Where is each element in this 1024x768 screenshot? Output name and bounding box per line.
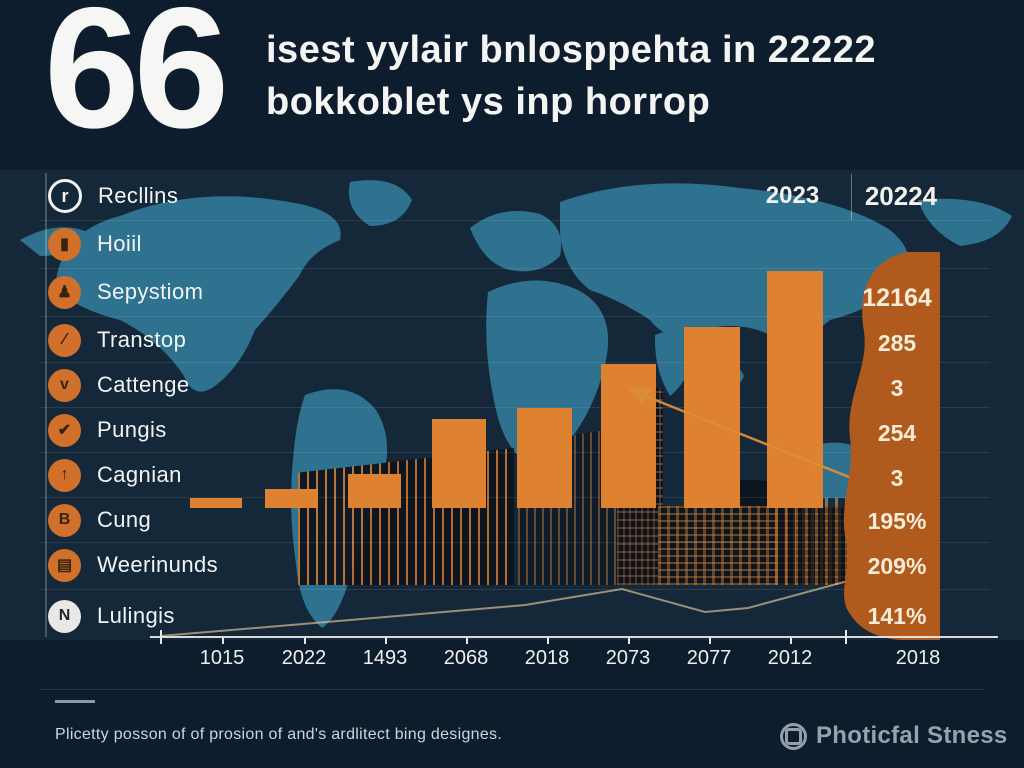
axis-tick	[466, 638, 468, 644]
x-tick-label: 2068	[443, 647, 489, 669]
brand-name: Photicfal Stness	[816, 722, 1008, 749]
row-divider	[40, 316, 990, 317]
camera-lens-icon	[780, 722, 807, 750]
legend-row: ▤ Weerinunds	[48, 547, 218, 583]
bar	[601, 364, 656, 508]
value-blob	[843, 252, 940, 640]
axis-tick	[160, 630, 162, 644]
arrow-up-icon: ↑	[48, 458, 81, 492]
bar	[348, 474, 401, 508]
bar	[265, 489, 318, 508]
row-label: Cung	[97, 507, 152, 532]
footer-divider	[40, 689, 985, 690]
r-badge-icon: r	[48, 179, 82, 213]
year-column-2023: 2023	[765, 182, 820, 209]
x-axis	[150, 636, 998, 638]
row-label: Hoiil	[97, 231, 142, 256]
value-cell: 209%	[867, 553, 927, 579]
axis-tick	[547, 638, 549, 644]
legend-row: ♟ Sepystiom	[48, 274, 203, 310]
person-icon: ♟	[48, 275, 81, 309]
value-cell: 141%	[867, 603, 927, 629]
row-label: Cattenge	[97, 372, 190, 397]
bar	[767, 271, 823, 508]
row-label: Sepystiom	[97, 279, 204, 304]
row-divider	[40, 268, 990, 269]
value-cell: 12164	[862, 284, 932, 312]
big-number: 66	[44, 0, 229, 164]
x-tick-label: 2077	[686, 647, 732, 669]
legend-row: ∕ Transtop	[48, 322, 186, 358]
chart-panel: r Recllins ▮ Hoiil ♟ Sepystiom ∕ Transto…	[0, 170, 1024, 640]
title-line-1: isest yylair bnlosppehta in 22222	[266, 29, 876, 71]
row-label: Pungis	[97, 417, 167, 442]
x-tick-label: 1493	[362, 647, 408, 669]
value-cell: 3	[890, 375, 904, 401]
legend-row: B Cung	[48, 502, 151, 538]
row-divider	[40, 497, 990, 498]
check-icon: ✔	[48, 413, 81, 447]
year-column-20224: 20224	[864, 181, 938, 211]
x-tick-label: 2022	[281, 647, 327, 669]
x-tick-label: 1015	[199, 647, 245, 669]
title-line-2: bokkoblet ys inp horrop	[266, 81, 711, 123]
legend-row: ▮ Hoiil	[48, 226, 142, 262]
axis-tick	[628, 638, 630, 644]
row-divider	[40, 407, 990, 408]
axis-tick	[845, 630, 847, 644]
row-divider	[40, 362, 990, 363]
row-label: Weerinunds	[97, 552, 218, 577]
row-divider	[40, 542, 990, 543]
card-icon: ▤	[48, 548, 81, 582]
row-label: Lulingis	[97, 603, 175, 628]
chevron-icon: v	[48, 368, 81, 402]
x-tick-label: 2073	[605, 647, 651, 669]
legend-row: N Lulingis	[48, 598, 175, 634]
letter-b-icon: B	[48, 503, 81, 537]
footer-caption: Plicetty posson of of prosion of and's a…	[55, 726, 503, 743]
x-tick-label: 2018	[895, 647, 941, 669]
x-tick-label: 2018	[524, 647, 570, 669]
row-label: Transtop	[97, 327, 187, 352]
legend-row: r Recllins	[48, 178, 178, 214]
footer-dash	[55, 700, 95, 703]
tool-icon: ∕	[48, 323, 81, 357]
row-label: Recllins	[98, 183, 179, 208]
axis-tick	[385, 638, 387, 644]
building-icon: ▮	[48, 227, 81, 261]
brand-logo: Photicfal Stness	[780, 722, 1008, 750]
left-edge-line	[45, 173, 47, 637]
x-tick-label: 2012	[767, 647, 813, 669]
bar	[190, 498, 242, 508]
value-cell: 254	[877, 420, 917, 446]
value-cell: 3	[890, 465, 904, 491]
axis-tick	[709, 638, 711, 644]
bar	[684, 327, 740, 508]
row-label: Cagnian	[97, 462, 182, 487]
bar	[432, 419, 486, 508]
axis-tick	[790, 638, 792, 644]
axis-tick	[222, 638, 224, 644]
legend-row: ✔ Pungis	[48, 412, 167, 448]
row-divider	[40, 452, 990, 453]
row-divider	[40, 589, 990, 590]
bar	[517, 408, 572, 508]
page-title: isest yylair bnlosppehta in 22222 bokkob…	[266, 24, 876, 128]
legend-row: v Cattenge	[48, 367, 190, 403]
year-divider-line	[851, 174, 852, 220]
value-cell: 285	[877, 330, 917, 356]
axis-tick	[304, 638, 306, 644]
row-divider	[40, 220, 990, 221]
value-cell: 195%	[867, 508, 927, 534]
monument-icon: N	[48, 599, 81, 633]
legend-row: ↑ Cagnian	[48, 457, 182, 493]
